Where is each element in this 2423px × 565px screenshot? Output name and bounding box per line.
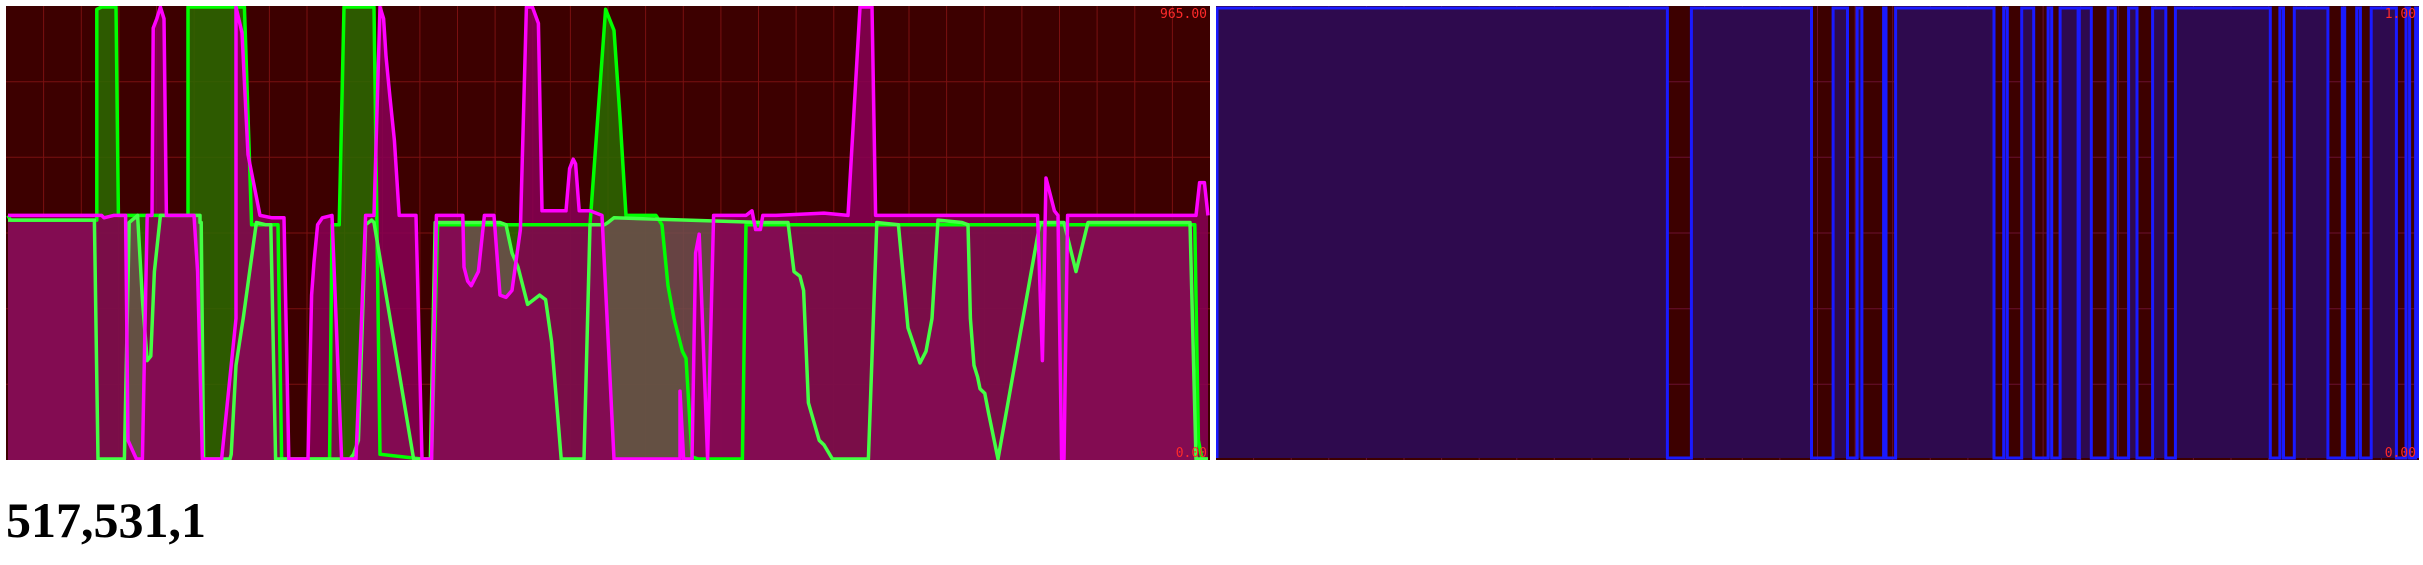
high-segment-fill [2079, 8, 2091, 458]
high-segment-fill [1896, 8, 1995, 458]
high-segment-fill [2371, 8, 2396, 458]
high-segment-fill [1691, 8, 1811, 458]
y-max-tick-label: 965.00 [1160, 7, 1207, 22]
value-readout: 517,531,1 [6, 495, 206, 545]
y-min-tick-label: 0.00 [1176, 446, 1207, 460]
high-segment-fill [2022, 8, 2034, 458]
high-segment-fill [1217, 8, 1667, 458]
high-segment-fill [2153, 8, 2166, 458]
left-area-chart: 965.00 0.00 [6, 6, 1210, 460]
high-segment-fill [2294, 8, 2328, 458]
right-chart-panel: 1.00 0.00 [1216, 6, 2419, 460]
y-min-tick-label: 0.00 [2385, 446, 2416, 460]
left-chart-panel: 965.00 0.00 [6, 6, 1210, 460]
high-segment-fill [2060, 8, 2078, 458]
y-max-tick-label: 1.00 [2385, 7, 2416, 22]
high-segment-fill [1833, 8, 1847, 458]
right-area-chart: 1.00 0.00 [1216, 6, 2419, 460]
high-segment-fill [2175, 8, 2270, 458]
